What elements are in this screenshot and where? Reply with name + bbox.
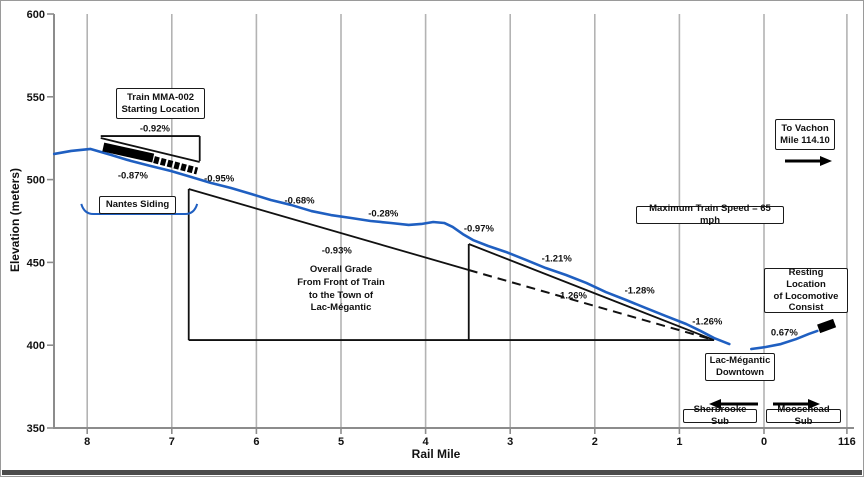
to-vachon-line1: To Vachon <box>781 122 829 134</box>
track-elevation-profile-moosehead-sub <box>750 329 819 351</box>
x-tick-label: 2 <box>592 436 598 448</box>
x-tick-label: 6 <box>253 436 259 448</box>
x-tick-label: 1 <box>676 436 682 448</box>
grade-label: -0.97% <box>463 223 494 235</box>
track-elevation-profile-sherbrooke-sub <box>52 147 731 346</box>
y-tick-label: 600 <box>27 9 45 21</box>
grade-label: -1.21% <box>541 253 572 265</box>
train-mma-002-icon <box>102 142 155 163</box>
moosehead-sub-callout: Moosehead Sub <box>766 404 841 427</box>
moosehead-sub-label: Moosehead Sub <box>777 404 830 427</box>
vachon-direction-arrow-icon <box>820 156 832 166</box>
resting-line1: Resting Location <box>786 266 826 290</box>
x-tick-label: 5 <box>338 436 344 448</box>
overall-grade-projection-dashed <box>468 269 715 342</box>
y-tick-label: 550 <box>27 92 45 104</box>
grade-label: -0.95% <box>204 173 235 185</box>
x-tick-label: 8 <box>84 436 90 448</box>
train-start-line1: Train MMA-002 <box>126 91 195 103</box>
x-tick-label: 7 <box>169 436 175 448</box>
sherbrooke-direction-arrow-icon <box>709 399 721 409</box>
x-tick-label: 4 <box>423 436 430 448</box>
overall-grade-note-line4: Lac-Mégantic <box>310 302 372 314</box>
overall-grade-note-line2: From Front of Train <box>297 276 385 288</box>
y-tick-label: 450 <box>27 257 45 269</box>
y-tick-label: 400 <box>27 340 45 352</box>
max-speed-label: Maximum Train Speed = 65 mph <box>649 203 771 226</box>
grade-label: -0.28% <box>368 208 399 220</box>
train-start-callout: Train MMA-002 Starting Location <box>116 88 205 119</box>
train-grade-triangle-hypotenuse <box>100 137 200 163</box>
nantes-siding-label: Nantes Siding <box>105 199 170 211</box>
grade-label: -0.68% <box>284 195 315 207</box>
window-bottom-bar <box>2 470 862 475</box>
nantes-siding-callout: Nantes Siding <box>99 196 176 214</box>
y-axis-title: Elevation (meters) <box>8 167 22 273</box>
grade-label: -1.26% <box>556 290 588 302</box>
overall-grade-note-line3: to the Town of <box>308 289 374 301</box>
sherbrooke-sub-callout: Sherbrooke Sub <box>683 404 757 427</box>
overall-grade-note-line1: Overall Grade <box>309 264 373 275</box>
grade-label: -0.87% <box>117 170 148 182</box>
grade-label: -1.26% <box>692 316 723 328</box>
x-axis-title: Rail Mile <box>411 447 461 461</box>
x-tick-label: 3 <box>507 436 513 448</box>
lac-megantic-line2: Downtown <box>715 367 764 378</box>
grade-label: -0.93% <box>321 245 352 257</box>
resting-line3: Consist <box>788 302 824 314</box>
avg-grade-from-mile-3.5 <box>468 243 715 341</box>
lac-megantic-line1: Lac-Mégantic <box>709 355 771 367</box>
grade-label: -0.92% <box>139 123 170 135</box>
nantes-siding-bracket <box>80 203 199 216</box>
resting-location-callout: Resting Location of Locomotive Consist <box>764 266 848 314</box>
to-vachon-callout: To Vachon Mile 114.10 <box>775 119 835 150</box>
overall-grade-hypotenuse <box>188 188 469 271</box>
train-start-line2: Starting Location <box>121 103 200 115</box>
y-tick-label: 350 <box>27 423 45 435</box>
tank-cars-icon <box>153 156 199 175</box>
grade-label: 0.67% <box>770 327 798 339</box>
sherbrooke-sub-label: Sherbrooke Sub <box>693 404 747 427</box>
moosehead-direction-arrow-icon <box>808 399 820 409</box>
x-tick-label: 0 <box>761 436 767 448</box>
lac-megantic-downtown-callout: Lac-Mégantic Downtown <box>705 353 775 381</box>
grade-label: -1.28% <box>624 285 655 297</box>
max-speed-callout: Maximum Train Speed = 65 mph <box>636 203 784 226</box>
resting-locomotive-icon <box>817 318 837 334</box>
x-tick-label: 116 <box>838 436 856 448</box>
y-tick-label: 500 <box>27 175 45 187</box>
overall-grade-note: Overall Grade From Front of Train to the… <box>291 264 391 315</box>
resting-line2: of Locomotive <box>773 290 839 302</box>
to-vachon-line2: Mile 114.10 <box>780 134 830 146</box>
